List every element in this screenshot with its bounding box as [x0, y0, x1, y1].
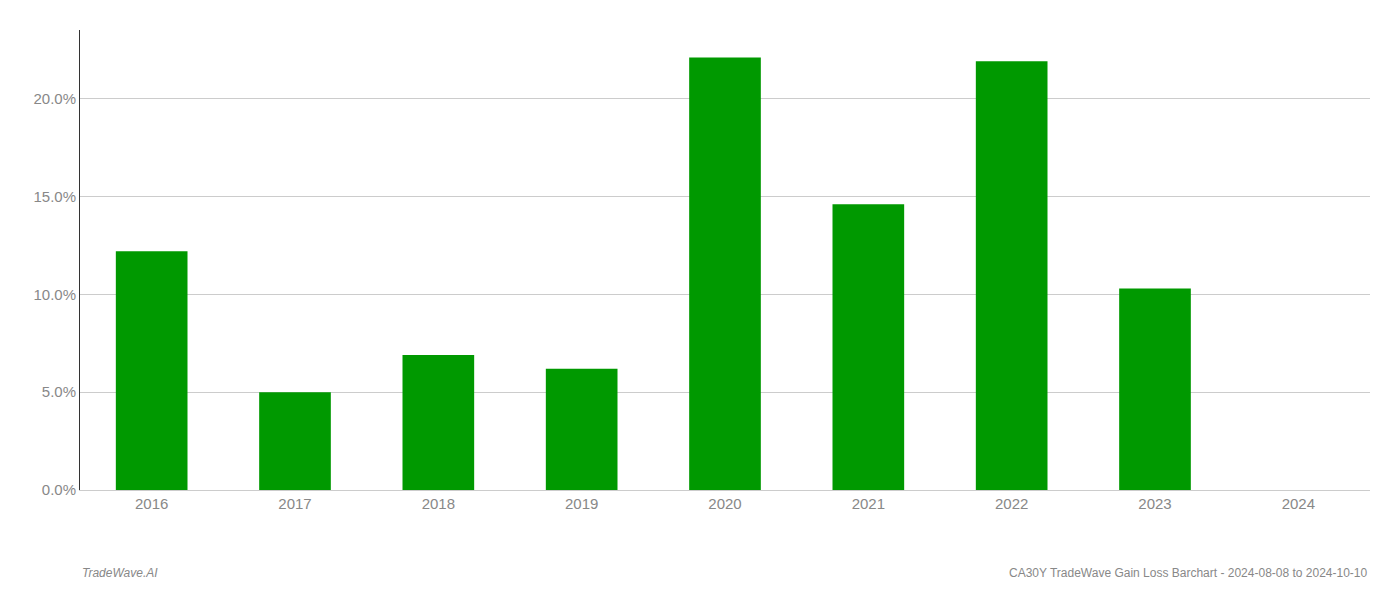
- svg-text:15.0%: 15.0%: [33, 188, 76, 205]
- svg-text:2018: 2018: [422, 495, 455, 512]
- svg-text:2020: 2020: [708, 495, 741, 512]
- svg-text:2022: 2022: [995, 495, 1028, 512]
- svg-text:2016: 2016: [135, 495, 168, 512]
- svg-text:2019: 2019: [565, 495, 598, 512]
- svg-text:2017: 2017: [278, 495, 311, 512]
- svg-text:2021: 2021: [852, 495, 885, 512]
- svg-text:5.0%: 5.0%: [42, 383, 76, 400]
- svg-text:TradeWave.AI: TradeWave.AI: [82, 566, 158, 580]
- svg-text:CA30Y TradeWave Gain Loss Barc: CA30Y TradeWave Gain Loss Barchart - 202…: [1009, 566, 1368, 580]
- svg-text:0.0%: 0.0%: [42, 481, 76, 498]
- svg-text:2024: 2024: [1282, 495, 1315, 512]
- svg-text:10.0%: 10.0%: [33, 286, 76, 303]
- svg-text:2023: 2023: [1138, 495, 1171, 512]
- svg-text:20.0%: 20.0%: [33, 90, 76, 107]
